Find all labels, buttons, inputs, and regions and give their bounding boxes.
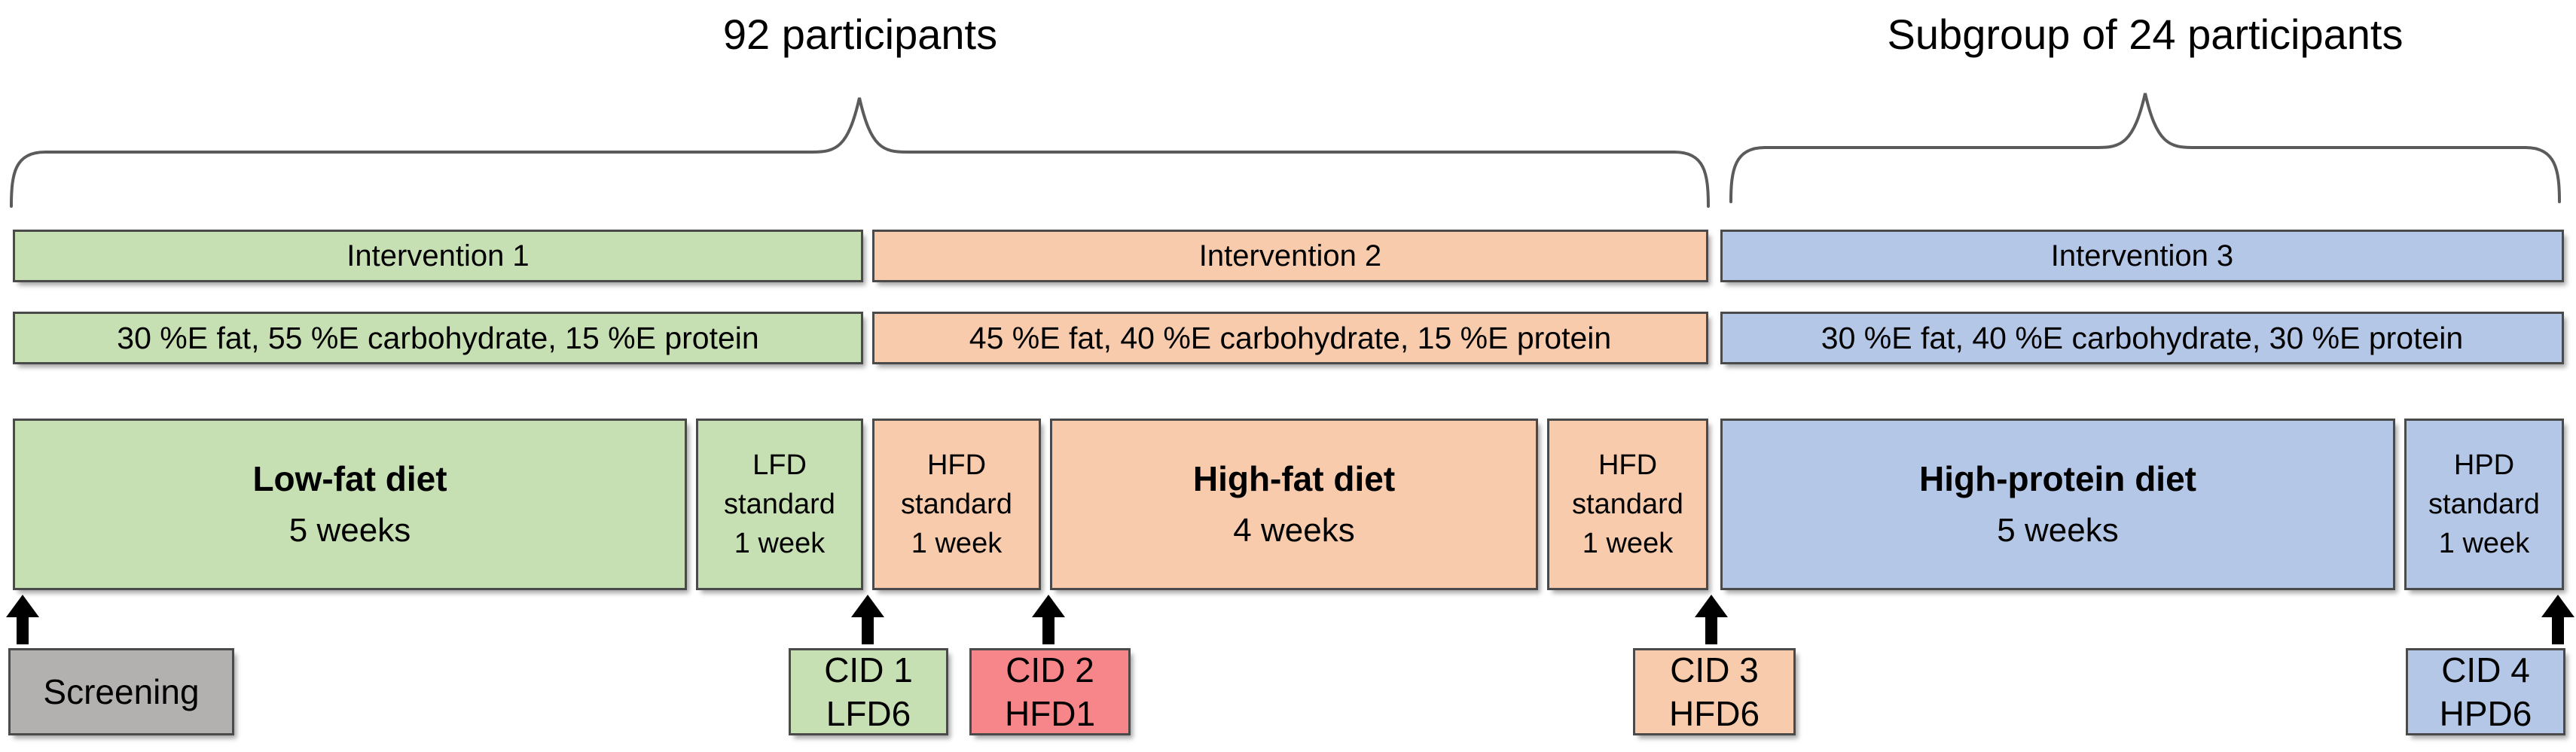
intervention-2-title-box: Intervention 2 xyxy=(872,230,1708,282)
up-arrow-cid2-icon xyxy=(1032,595,1065,644)
cid2-line2: HFD1 xyxy=(1004,694,1096,733)
high-fat-diet-block: High-fat diet 4 weeks xyxy=(1050,419,1538,590)
hpd-standard-line2: standard xyxy=(2428,489,2540,520)
high-protein-diet-block: High-protein diet 5 weeks xyxy=(1720,419,2395,590)
up-arrow-cid4-icon xyxy=(2541,595,2574,644)
screening-box: Screening xyxy=(8,648,234,735)
cid1-line1: CID 1 xyxy=(824,650,913,690)
intervention-3-macros-box: 30 %E fat, 40 %E carbohydrate, 30 %E pro… xyxy=(1720,312,2564,364)
high-fat-diet-duration: 4 weeks xyxy=(1233,512,1355,550)
group-label-subgroup: Subgroup of 24 participants xyxy=(1887,11,2404,58)
hfd-standard-block-2: HFD standard 1 week xyxy=(1547,419,1708,590)
hpd-standard-line3: 1 week xyxy=(2438,528,2530,559)
up-arrow-cid1-icon xyxy=(851,595,884,644)
lfd-standard-line2: standard xyxy=(724,489,835,520)
hpd-standard-line1: HPD xyxy=(2453,449,2515,481)
cid3-line1: CID 3 xyxy=(1670,650,1759,690)
up-arrow-screening-icon xyxy=(6,595,39,644)
intervention-3-title-box: Intervention 3 xyxy=(1720,230,2564,282)
lfd-standard-line3: 1 week xyxy=(734,528,826,559)
cid3-line2: HFD6 xyxy=(1668,694,1760,733)
intervention-1-title-box: Intervention 1 xyxy=(13,230,863,282)
curly-brace-subgroup-icon xyxy=(1729,93,2561,203)
hfd-standard-1-line2: standard xyxy=(901,489,1012,520)
intervention-1-title: Intervention 1 xyxy=(346,239,530,272)
lfd-standard-line1: LFD xyxy=(752,449,807,481)
cid1-line2: LFD6 xyxy=(826,694,911,733)
intervention-2-macros: 45 %E fat, 40 %E carbohydrate, 15 %E pro… xyxy=(969,320,1612,355)
cid4-line2: HPD6 xyxy=(2439,694,2532,733)
intervention-3-macros: 30 %E fat, 40 %E carbohydrate, 30 %E pro… xyxy=(1821,320,2464,355)
curly-brace-main-icon xyxy=(10,97,1710,208)
cid4-box: CID 4 HPD6 xyxy=(2406,648,2565,735)
intervention-3-title: Intervention 3 xyxy=(2050,239,2234,272)
intervention-2-title: Intervention 2 xyxy=(1198,239,1382,272)
hfd-standard-2-line2: standard xyxy=(1572,489,1683,520)
hfd-standard-1-line3: 1 week xyxy=(911,528,1003,559)
low-fat-diet-block: Low-fat diet 5 weeks xyxy=(13,419,687,590)
high-protein-diet-duration: 5 weeks xyxy=(1997,512,2119,550)
hfd-standard-2-line1: HFD xyxy=(1598,449,1658,481)
cid1-box: CID 1 LFD6 xyxy=(789,648,948,735)
group-label-main: 92 participants xyxy=(722,11,998,58)
high-fat-diet-name: High-fat diet xyxy=(1192,458,1396,498)
lfd-standard-block: LFD standard 1 week xyxy=(696,419,863,590)
intervention-1-macros-box: 30 %E fat, 55 %E carbohydrate, 15 %E pro… xyxy=(13,312,863,364)
hpd-standard-block: HPD standard 1 week xyxy=(2404,419,2564,590)
cid3-box: CID 3 HFD6 xyxy=(1633,648,1796,735)
intervention-2-macros-box: 45 %E fat, 40 %E carbohydrate, 15 %E pro… xyxy=(872,312,1708,364)
cid2-line1: CID 2 xyxy=(1006,650,1094,690)
hfd-standard-2-line3: 1 week xyxy=(1582,528,1674,559)
cid4-line1: CID 4 xyxy=(2441,650,2530,690)
low-fat-diet-duration: 5 weeks xyxy=(288,512,411,550)
high-protein-diet-name: High-protein diet xyxy=(1919,458,2196,498)
intervention-1-macros: 30 %E fat, 55 %E carbohydrate, 15 %E pro… xyxy=(117,320,759,355)
screening-label: Screening xyxy=(43,672,200,711)
hfd-standard-1-line1: HFD xyxy=(926,449,987,481)
cid2-box: CID 2 HFD1 xyxy=(969,648,1131,735)
hfd-standard-block-1: HFD standard 1 week xyxy=(872,419,1041,590)
up-arrow-cid3-icon xyxy=(1695,595,1728,644)
low-fat-diet-name: Low-fat diet xyxy=(252,458,447,498)
